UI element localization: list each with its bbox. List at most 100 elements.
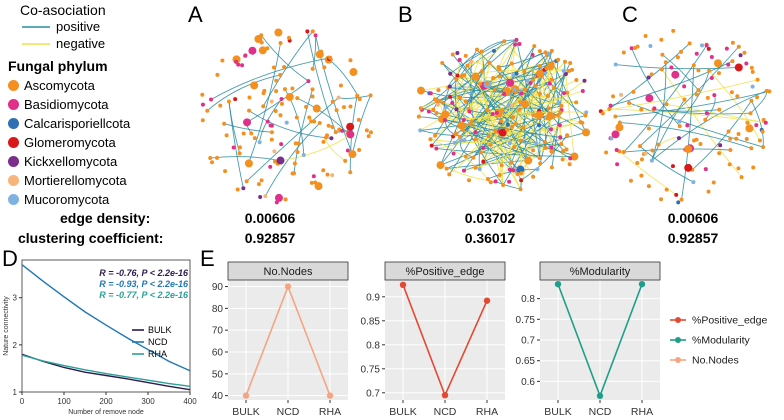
network-node xyxy=(703,167,708,172)
network-node xyxy=(461,168,466,173)
network-node xyxy=(210,160,215,165)
network-node xyxy=(729,90,734,95)
network-node xyxy=(493,179,498,184)
network-edge xyxy=(418,116,503,134)
network-node xyxy=(274,28,283,37)
network-node xyxy=(608,103,613,108)
negative-label: negative xyxy=(56,36,106,51)
network-node xyxy=(348,104,353,109)
facet-strip xyxy=(384,261,506,281)
network-node xyxy=(505,122,510,127)
network-node xyxy=(532,44,537,49)
network-node xyxy=(469,59,474,64)
network-node xyxy=(368,130,373,135)
network-node xyxy=(757,138,762,143)
network-edge xyxy=(501,114,535,166)
network-node xyxy=(269,99,274,104)
network-node xyxy=(454,77,459,82)
network-edge xyxy=(419,90,508,131)
network-node xyxy=(209,97,214,102)
network-node xyxy=(730,59,735,64)
network-node xyxy=(496,65,501,70)
network-node xyxy=(517,41,522,46)
network-node xyxy=(488,142,493,147)
edge-density-a: 0.00606 xyxy=(244,210,296,226)
network-node xyxy=(247,95,252,100)
network-node xyxy=(428,137,433,142)
network-node xyxy=(276,156,285,165)
network-node xyxy=(679,197,684,202)
network-node xyxy=(537,123,542,128)
phylum-item: Mortierellomycota xyxy=(8,171,130,190)
network-node xyxy=(728,136,733,141)
network-node xyxy=(535,111,544,120)
network-node xyxy=(355,93,360,98)
network-node xyxy=(584,110,589,115)
network-node xyxy=(271,65,276,70)
network-node xyxy=(583,113,588,118)
network-node xyxy=(705,95,710,100)
network-node xyxy=(749,146,754,151)
network-node xyxy=(475,47,480,52)
legend-label: %Modularity xyxy=(692,335,751,347)
network-node xyxy=(619,92,624,97)
network-node xyxy=(322,65,327,70)
network-node xyxy=(328,55,333,60)
network-node xyxy=(646,126,651,131)
network-node xyxy=(549,48,554,53)
network-node xyxy=(674,192,679,197)
network-edge xyxy=(274,134,351,162)
network-node xyxy=(664,187,669,192)
network-node xyxy=(309,180,314,185)
y-tick-label: 80 xyxy=(212,304,224,315)
network-node xyxy=(561,148,566,153)
network-node xyxy=(650,148,655,153)
network-node xyxy=(718,143,723,148)
network-node xyxy=(233,97,238,102)
network-node xyxy=(739,175,744,180)
network-node xyxy=(237,151,242,156)
network-node xyxy=(522,87,527,92)
network-node xyxy=(333,130,338,135)
network-node xyxy=(703,117,708,122)
phylum-name: Calcarisporiellcota xyxy=(24,116,131,131)
network-node xyxy=(676,200,681,205)
network-node xyxy=(761,118,766,123)
network-node xyxy=(258,46,267,55)
network-node xyxy=(450,100,455,105)
network-node xyxy=(519,171,524,176)
clustering-label: clustering coefficient: xyxy=(18,230,164,246)
network-node xyxy=(457,134,462,139)
network-node xyxy=(519,91,524,96)
network-node xyxy=(512,87,517,92)
phylum-name: Mortierellomycota xyxy=(24,173,127,188)
network-node xyxy=(463,154,468,159)
network-node xyxy=(274,89,279,94)
network-node xyxy=(659,67,664,72)
network-node xyxy=(479,49,484,54)
y-tick-label: 90 xyxy=(212,282,224,293)
network-edge xyxy=(511,102,559,163)
network-edge xyxy=(210,57,331,100)
network-node xyxy=(481,159,486,164)
network-node xyxy=(349,68,358,77)
network-node xyxy=(287,35,292,40)
network-node xyxy=(559,142,564,147)
network-node xyxy=(250,81,259,90)
network-node xyxy=(257,140,262,145)
network-c xyxy=(598,28,772,205)
network-node xyxy=(235,187,240,192)
network-node xyxy=(546,106,551,111)
network-node xyxy=(366,134,371,139)
network-node xyxy=(231,145,236,150)
network-edge xyxy=(468,108,581,123)
data-point xyxy=(399,281,407,288)
x-axis-label: Number of remove node xyxy=(68,409,144,416)
network-node xyxy=(525,78,530,83)
y-tick-label: 0.8 xyxy=(521,294,535,305)
network-node xyxy=(736,132,741,137)
network-node xyxy=(248,46,257,55)
network-node xyxy=(614,147,619,152)
network-node xyxy=(694,92,699,97)
y-tick-label: 0.9 xyxy=(366,292,380,303)
